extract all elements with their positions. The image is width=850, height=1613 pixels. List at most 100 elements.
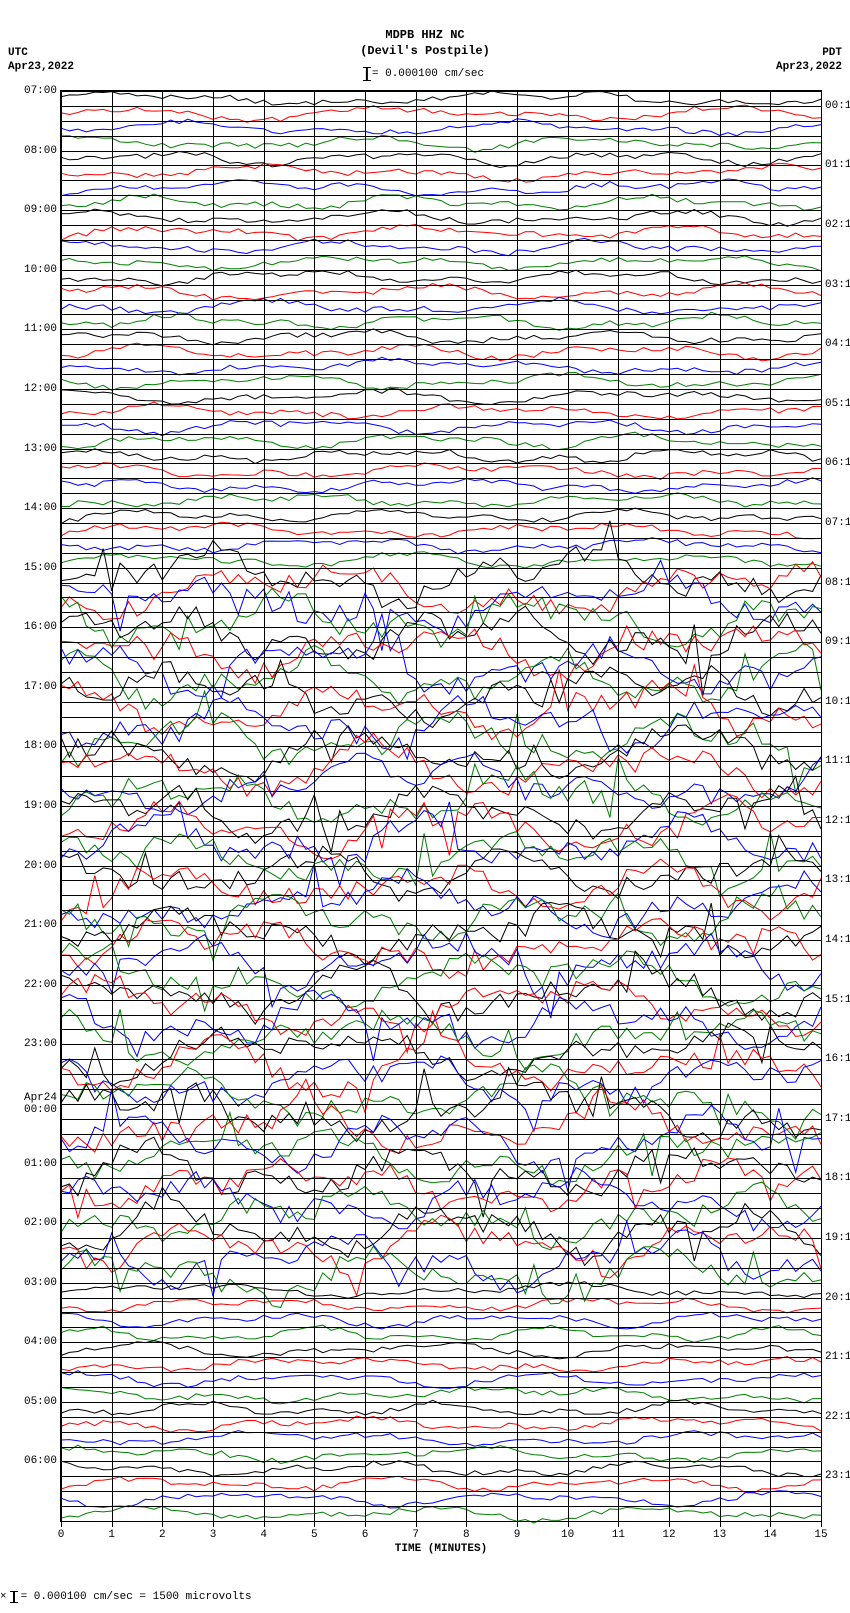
pdt-row-label: 10:15	[825, 696, 850, 708]
x-tick-label: 15	[814, 1529, 827, 1541]
seismic-trace	[61, 373, 821, 391]
x-tick-label: 7	[412, 1529, 419, 1541]
seismic-trace	[61, 831, 821, 896]
footer-scale: × = 0.000100 cm/sec = 1500 microvolts	[0, 1591, 252, 1603]
pdt-row-label: 11:15	[825, 755, 850, 767]
seismic-trace	[61, 478, 821, 494]
pdt-row-label: 20:15	[825, 1292, 850, 1304]
seismic-trace	[61, 1009, 821, 1070]
seismic-trace	[61, 836, 821, 902]
pdt-row-label: 16:15	[825, 1053, 850, 1065]
pdt-row-label: 06:15	[825, 457, 850, 469]
x-tick-label: 14	[764, 1529, 777, 1541]
utc-row-label: 20:00	[24, 860, 57, 872]
utc-row-label: 10:00	[24, 264, 57, 276]
pdt-row-label: 12:15	[825, 815, 850, 827]
seismic-trace	[61, 951, 821, 1024]
x-axis-title: TIME (MINUTES)	[395, 1543, 487, 1555]
seismic-trace	[61, 209, 821, 226]
station-code: MDPB HHZ NC	[0, 28, 850, 44]
seismic-trace	[61, 508, 821, 524]
utc-row-label: 09:00	[24, 204, 57, 216]
utc-row-label: 06:00	[24, 1455, 57, 1467]
seismic-trace	[61, 493, 821, 507]
x-tick-label: 1	[108, 1529, 115, 1541]
seismic-trace	[61, 560, 821, 650]
seismic-trace	[61, 270, 821, 286]
utc-row-label: 03:00	[24, 1277, 57, 1289]
seismic-trace	[61, 776, 821, 852]
x-tick-label: 12	[662, 1529, 675, 1541]
pdt-row-label: 04:15	[825, 338, 850, 350]
x-tick-label: 11	[612, 1529, 625, 1541]
pdt-row-label: 08:15	[825, 577, 850, 589]
pdt-row-label: 07:15	[825, 517, 850, 529]
utc-row-label: 01:00	[24, 1158, 57, 1170]
pdt-row-label: 17:15	[825, 1113, 850, 1125]
seismic-trace	[61, 1282, 821, 1299]
x-tick-label: 4	[260, 1529, 267, 1541]
seismic-trace	[61, 463, 821, 480]
pdt-row-label: 01:15	[825, 159, 850, 171]
x-tick-label: 6	[362, 1529, 369, 1541]
seismic-trace	[61, 238, 821, 255]
pdt-row-label: 23:15	[825, 1470, 850, 1482]
utc-row-label: 04:00	[24, 1336, 57, 1348]
pdt-date-label: PDT Apr23,2022	[776, 46, 842, 75]
seismogram-container: MDPB HHZ NC (Devil's Postpile) UTC Apr23…	[0, 0, 850, 1613]
utc-row-label: 07:00	[24, 85, 57, 97]
utc-row-label: 08:00	[24, 145, 57, 157]
station-name: (Devil's Postpile)	[0, 44, 850, 60]
x-tick-label: 2	[159, 1529, 166, 1541]
pdt-row-label: 02:15	[825, 219, 850, 231]
x-tick-label: 3	[210, 1529, 217, 1541]
x-tick-label: 13	[713, 1529, 726, 1541]
seismic-trace	[61, 522, 821, 539]
x-tick-label: 8	[463, 1529, 470, 1541]
scale-bar-icon	[366, 67, 368, 81]
seismic-trace	[61, 606, 821, 696]
x-tick-label: 9	[514, 1529, 521, 1541]
helicorder-plot: TIME (MINUTES) 012345678910111213141507:…	[60, 90, 822, 1522]
utc-row-label: 14:00	[24, 502, 57, 514]
pdt-row-label: 13:15	[825, 874, 850, 886]
utc-row-label: 16:00	[24, 621, 57, 633]
x-tick-label: 10	[561, 1529, 574, 1541]
seismic-trace	[61, 449, 821, 464]
seismic-trace	[61, 388, 821, 404]
utc-row-label: 22:00	[24, 979, 57, 991]
seismic-trace	[61, 1357, 821, 1372]
utc-row-label: 23:00	[24, 1038, 57, 1050]
pdt-row-label: 09:15	[825, 636, 850, 648]
utc-row-label: 18:00	[24, 740, 57, 752]
pdt-row-label: 15:15	[825, 994, 850, 1006]
seismic-trace	[61, 1298, 821, 1313]
seismic-trace	[61, 552, 821, 568]
pdt-row-label: 21:15	[825, 1351, 850, 1363]
seismic-trace	[61, 1416, 821, 1432]
amplitude-scale: = 0.000100 cm/sec	[366, 67, 484, 81]
seismic-trace	[61, 975, 821, 1053]
seismic-trace	[61, 1168, 821, 1231]
pdt-row-label: 18:15	[825, 1172, 850, 1184]
seismic-trace	[61, 256, 821, 271]
utc-row-label: 21:00	[24, 919, 57, 931]
pdt-row-label: 14:15	[825, 934, 850, 946]
utc-row-label: Apr2400:00	[24, 1092, 57, 1116]
seismic-trace	[61, 1064, 821, 1139]
utc-row-label: 02:00	[24, 1217, 57, 1229]
utc-row-label: 15:00	[24, 562, 57, 574]
seismic-trace	[61, 538, 821, 554]
chart-header: MDPB HHZ NC (Devil's Postpile)	[0, 0, 850, 59]
x-tick-label: 0	[58, 1529, 65, 1541]
seismic-trace	[61, 1371, 821, 1389]
seismic-trace	[61, 224, 821, 240]
utc-row-label: 19:00	[24, 800, 57, 812]
utc-date-label: UTC Apr23,2022	[8, 46, 74, 75]
seismic-trace	[61, 179, 821, 196]
seismic-trace	[61, 1056, 821, 1131]
scale-bar-icon	[13, 1591, 15, 1603]
seismic-trace	[61, 432, 821, 449]
seismic-trace	[61, 562, 821, 620]
pdt-row-label: 22:15	[825, 1411, 850, 1423]
